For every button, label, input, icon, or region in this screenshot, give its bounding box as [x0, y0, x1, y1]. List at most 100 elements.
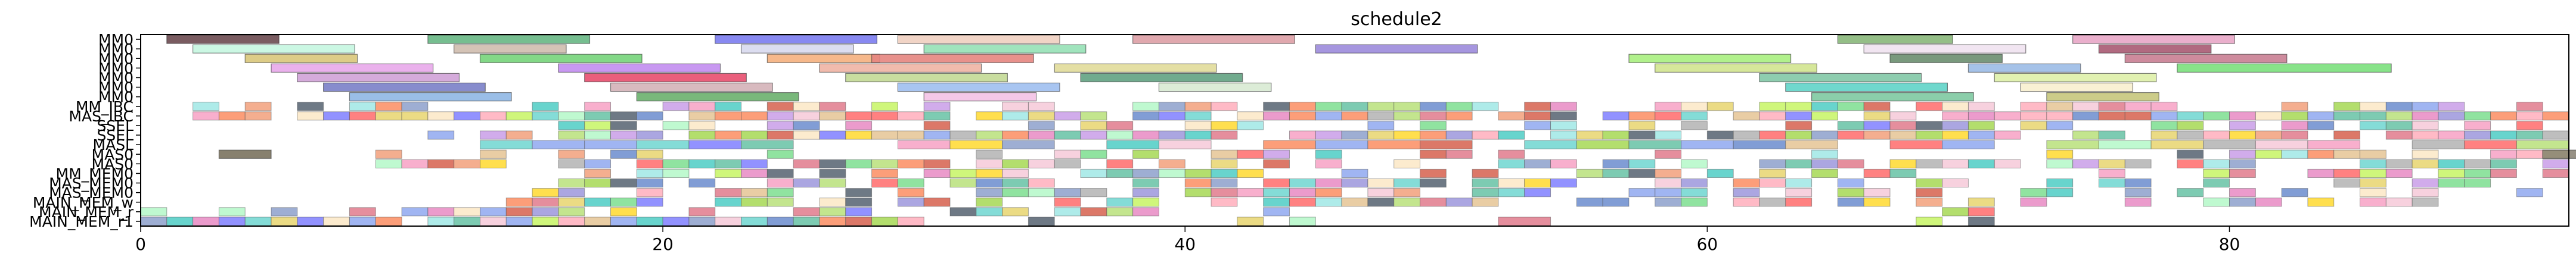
task-bar	[2229, 188, 2256, 198]
task-bar	[2072, 35, 2235, 44]
task-bar	[193, 217, 219, 226]
task-bar	[610, 82, 773, 92]
task-bar	[636, 198, 663, 207]
task-bar	[1498, 149, 1525, 159]
task-bar	[2203, 198, 2230, 207]
task-bar	[1811, 159, 1838, 168]
task-bar	[871, 159, 898, 168]
task-bar	[2490, 149, 2517, 159]
task-bar	[584, 102, 612, 111]
task-bar	[845, 188, 873, 198]
task-bar	[1054, 63, 1217, 73]
task-bar	[1445, 198, 1473, 207]
task-bar	[1863, 198, 1891, 207]
task-bar	[375, 102, 402, 111]
task-bar	[1002, 102, 1029, 111]
task-bar	[1655, 130, 1682, 140]
task-bar	[976, 168, 1003, 178]
task-bar	[2411, 188, 2439, 198]
task-bar	[401, 102, 429, 111]
task-bar	[845, 73, 1008, 83]
task-bar	[793, 217, 820, 226]
task-bar	[2360, 111, 2386, 121]
task-bar	[741, 217, 768, 226]
task-bar	[1028, 179, 1055, 188]
task-bar	[1211, 188, 1238, 198]
task-bar	[2438, 102, 2465, 111]
task-bar	[2177, 159, 2204, 168]
task-bar	[766, 198, 794, 207]
task-bar	[1576, 198, 1603, 207]
task-bar	[1994, 73, 2157, 83]
task-bar	[2411, 149, 2439, 159]
task-bar	[793, 121, 820, 130]
task-bar	[1550, 102, 1577, 111]
task-bar	[2516, 188, 2543, 198]
task-bar	[1393, 198, 1421, 207]
task-bar	[662, 102, 690, 111]
task-bar	[1916, 188, 1943, 198]
task-bar	[1080, 207, 1107, 217]
task-bar	[1237, 217, 1264, 226]
task-bar	[1602, 111, 1630, 121]
task-bar	[2124, 54, 2288, 63]
task-bar	[1028, 188, 1055, 198]
task-bar	[505, 111, 533, 121]
y-tick-label: MAIN_MEM_r	[39, 203, 134, 221]
task-bar	[193, 44, 355, 54]
y-tick-label: MM0	[98, 31, 134, 48]
task-bar	[2385, 111, 2413, 121]
task-bar	[1158, 168, 1185, 178]
task-bar	[1106, 198, 1134, 207]
task-bar	[1211, 130, 1238, 140]
task-bar	[1054, 111, 1081, 121]
task-bar	[2333, 102, 2361, 111]
task-bar	[1889, 168, 1917, 178]
task-bar	[1655, 111, 1682, 121]
task-bar	[2516, 102, 2543, 111]
task-bar	[1106, 168, 1134, 178]
task-bar	[636, 130, 663, 140]
task-bar	[1002, 188, 1029, 198]
task-bar	[845, 121, 873, 130]
task-bar	[1837, 35, 1953, 44]
task-bar	[479, 111, 507, 121]
task-bar	[2281, 111, 2308, 121]
task-bar	[1942, 179, 1969, 188]
task-bar	[1289, 130, 1316, 140]
task-bar	[2150, 121, 2178, 130]
task-bar	[1733, 111, 1760, 121]
task-bar	[793, 111, 820, 121]
task-bar	[271, 207, 298, 217]
task-bar	[1759, 102, 1786, 111]
task-bar	[819, 63, 982, 73]
x-tick-label: 40	[1174, 234, 1196, 254]
task-bar	[2411, 140, 2465, 149]
task-bar	[2229, 159, 2256, 168]
task-bar	[1263, 140, 1316, 149]
y-tick-label: MM0	[98, 79, 134, 96]
task-bar	[636, 111, 663, 121]
task-bar	[218, 149, 272, 159]
task-bar	[505, 217, 533, 226]
task-bar	[1706, 130, 1734, 140]
task-bar	[610, 198, 637, 207]
task-bar	[2490, 111, 2517, 121]
task-bar	[2150, 130, 2178, 140]
task-bar	[532, 198, 559, 207]
task-bar	[923, 102, 951, 111]
axes: MM0MM0MM0MM0MM0MM0MM0MM_IBCMAS_IBCSSELSS…	[29, 31, 2569, 254]
task-bar	[401, 111, 429, 121]
task-bar	[819, 179, 846, 188]
task-bar	[2411, 198, 2439, 207]
task-bar	[871, 102, 898, 111]
task-bar	[741, 198, 768, 207]
y-tick-label: MAS_MEM0	[49, 175, 134, 192]
task-bar	[741, 140, 794, 149]
task-bar	[1655, 149, 1682, 159]
task-bar	[532, 217, 559, 226]
task-bar	[1445, 149, 1473, 159]
task-bar	[2385, 159, 2413, 168]
task-bar	[1602, 159, 1630, 168]
